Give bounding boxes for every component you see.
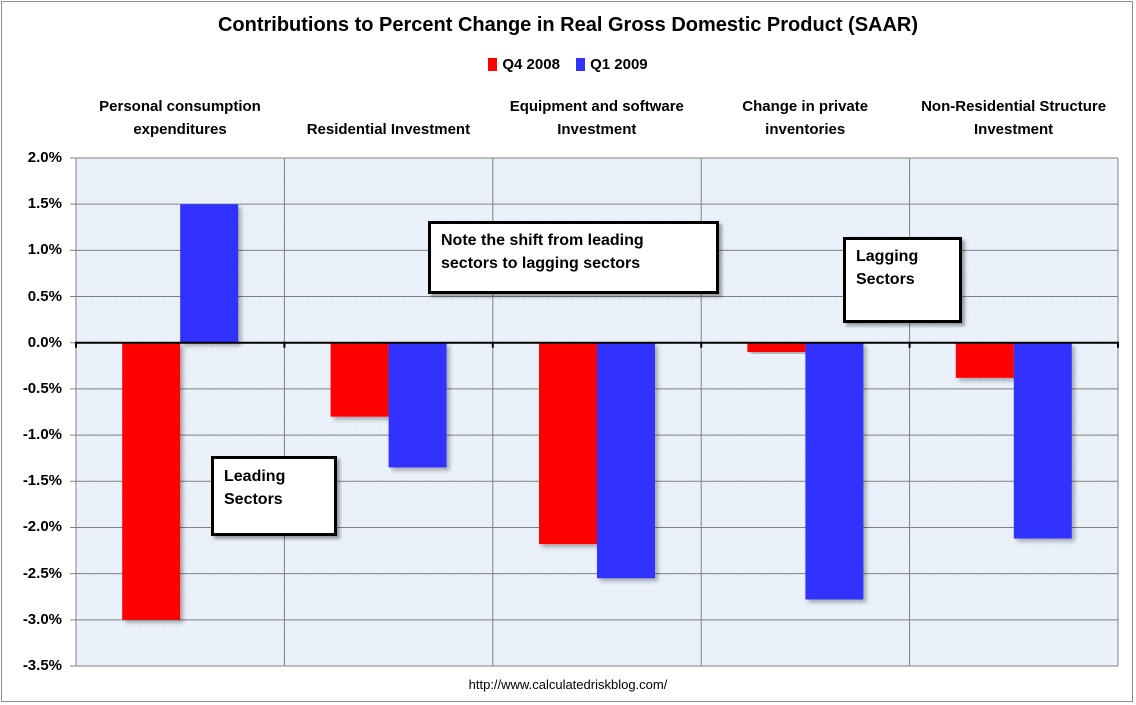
y-tick-label: -2.0%	[22, 518, 62, 536]
y-tick-label: 0.0%	[27, 333, 62, 351]
annotation-line: Lagging	[856, 248, 919, 265]
bar-q4-2008	[955, 342, 1014, 378]
category-label: Residential Investment	[284, 95, 492, 141]
category-label: Change in private inventories	[701, 95, 909, 141]
category-label-line: Equipment and software	[509, 98, 684, 115]
legend: Q4 2008 Q1 2009	[0, 56, 1136, 75]
legend-item-q4-2008: Q4 2008	[488, 56, 560, 73]
category-label-line: Residential Investment	[306, 121, 471, 138]
category-label: Personal consumption expenditures	[76, 95, 284, 141]
y-tick-label: 0.5%	[27, 287, 62, 305]
bar-q4-2008	[539, 342, 597, 545]
legend-label: Q1 2009	[590, 56, 648, 73]
bar-q4-2008	[122, 342, 181, 620]
source-url: http://www.calculatedriskblog.com/	[468, 677, 668, 692]
category-label-line: Non-Residential Structure	[921, 98, 1107, 115]
y-tick-label: 2.0%	[27, 149, 62, 166]
legend-swatch-q1-2009	[576, 58, 586, 71]
bar-q1-2009	[597, 342, 655, 579]
category-label-line: expenditures	[133, 121, 227, 138]
bar-q4-2008	[330, 342, 389, 417]
legend-swatch-q4-2008	[488, 58, 498, 71]
bar-q1-2009	[805, 342, 864, 600]
bar-q1-2009	[180, 204, 239, 343]
category-label: Non-Residential Structure Investment	[910, 95, 1118, 141]
bar-q1-2009	[1013, 342, 1072, 539]
chart-title: Contributions to Percent Change in Real …	[217, 14, 919, 36]
legend-label: Q4 2008	[502, 56, 560, 73]
y-tick-label: -3.5%	[22, 657, 62, 674]
annotation-line: Leading	[224, 468, 286, 485]
y-tick-label: 1.5%	[27, 195, 62, 213]
annotation-line: Sectors	[856, 271, 915, 288]
category-label-line: inventories	[765, 121, 846, 138]
category-label-line: Personal consumption	[99, 98, 261, 115]
category-label-line: Investment	[973, 121, 1054, 138]
y-tick-label: -3.0%	[22, 610, 62, 628]
annotation-shift-note: Note the shift from leading sectors to l…	[428, 221, 719, 294]
category-label: Equipment and software Investment	[493, 95, 701, 141]
annotation-line: sectors to lagging sectors	[441, 255, 641, 272]
y-tick-label: -2.5%	[22, 564, 62, 582]
y-tick-label: 1.0%	[27, 241, 62, 259]
annotation-leading-sectors: Leading Sectors	[211, 456, 337, 536]
annotation-line: Sectors	[224, 491, 283, 508]
y-tick-label: -0.5%	[22, 379, 62, 397]
y-tick-label: -1.0%	[22, 426, 62, 444]
category-label-line: Change in private	[742, 98, 869, 115]
legend-item-q1-2009: Q1 2009	[576, 56, 648, 73]
bar-q1-2009	[388, 342, 447, 468]
annotation-line: Note the shift from leading	[441, 232, 644, 249]
y-tick-label: -1.5%	[22, 472, 62, 490]
category-label-line: Investment	[557, 121, 637, 138]
bar-q4-2008	[747, 342, 806, 352]
annotation-lagging-sectors: Lagging Sectors	[843, 237, 962, 323]
